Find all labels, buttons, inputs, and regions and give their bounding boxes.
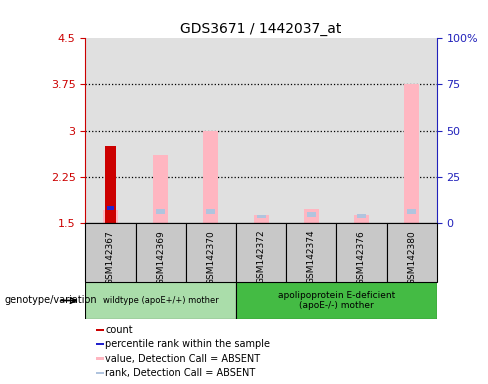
Text: GSM142376: GSM142376 — [357, 230, 366, 285]
Bar — [136, 223, 186, 282]
Bar — [105, 146, 116, 223]
Bar — [236, 38, 286, 223]
Bar — [336, 223, 386, 282]
Bar — [136, 38, 186, 223]
Bar — [336, 38, 386, 223]
Text: GSM142374: GSM142374 — [307, 230, 316, 285]
Text: wildtype (apoE+/+) mother: wildtype (apoE+/+) mother — [103, 296, 219, 305]
Bar — [257, 215, 265, 218]
Text: GSM142380: GSM142380 — [407, 230, 416, 285]
Bar — [203, 131, 219, 223]
Bar — [186, 223, 236, 282]
Bar — [407, 209, 416, 214]
Bar — [354, 215, 369, 223]
Bar — [386, 223, 437, 282]
Bar — [386, 38, 437, 223]
Text: genotype/variation: genotype/variation — [5, 295, 98, 306]
Bar — [236, 223, 286, 282]
Bar — [96, 372, 104, 374]
Text: value, Detection Call = ABSENT: value, Detection Call = ABSENT — [105, 354, 261, 364]
Bar — [106, 209, 115, 214]
Bar — [404, 84, 419, 223]
Text: GSM142369: GSM142369 — [156, 230, 165, 285]
Bar — [156, 209, 165, 214]
Bar — [236, 282, 437, 319]
Bar — [107, 205, 114, 210]
Bar — [153, 155, 168, 223]
Bar — [85, 38, 136, 223]
Bar — [357, 214, 366, 218]
Bar — [96, 343, 104, 345]
Bar — [96, 329, 104, 331]
Text: GSM142367: GSM142367 — [106, 230, 115, 285]
Bar — [85, 223, 136, 282]
Text: percentile rank within the sample: percentile rank within the sample — [105, 339, 270, 349]
Text: rank, Detection Call = ABSENT: rank, Detection Call = ABSENT — [105, 368, 256, 378]
Bar — [103, 210, 118, 223]
Text: GSM142372: GSM142372 — [257, 230, 265, 285]
Bar — [96, 358, 104, 360]
Bar — [286, 38, 336, 223]
Bar — [304, 209, 319, 223]
Bar — [186, 38, 236, 223]
Title: GDS3671 / 1442037_at: GDS3671 / 1442037_at — [181, 22, 342, 36]
Text: count: count — [105, 325, 133, 335]
Bar — [286, 223, 336, 282]
Text: GSM142370: GSM142370 — [206, 230, 215, 285]
Text: apolipoprotein E-deficient
(apoE-/-) mother: apolipoprotein E-deficient (apoE-/-) mot… — [278, 291, 395, 310]
Bar — [206, 209, 215, 214]
Bar — [85, 282, 236, 319]
Bar — [254, 215, 268, 223]
Bar — [307, 212, 316, 217]
